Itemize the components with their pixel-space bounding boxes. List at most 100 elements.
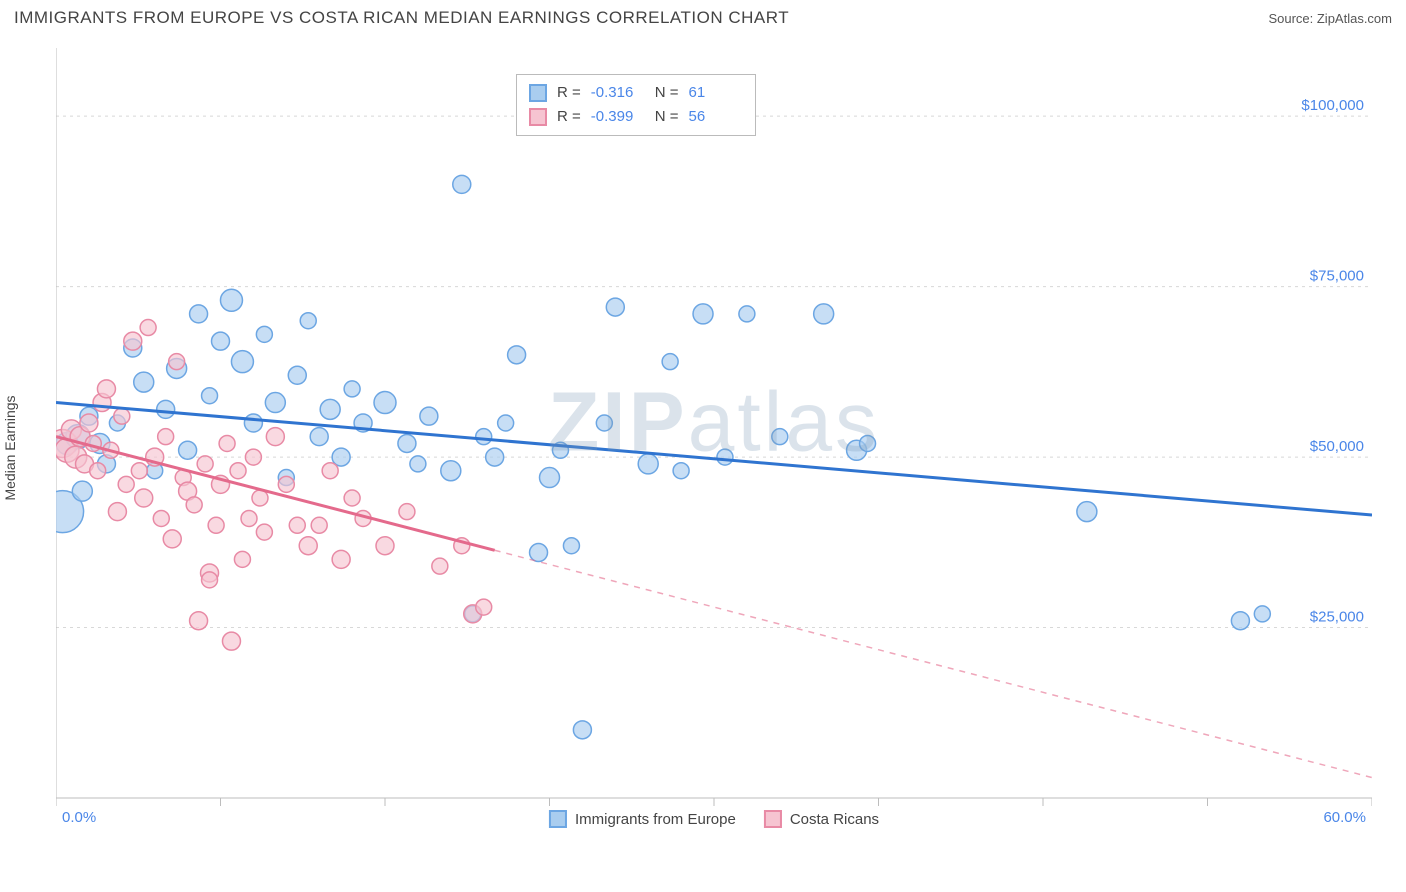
data-point: [638, 454, 658, 474]
data-point: [179, 441, 197, 459]
data-point: [596, 415, 612, 431]
data-point: [432, 558, 448, 574]
y-tick-label: $25,000: [1310, 609, 1364, 626]
data-point: [131, 463, 147, 479]
data-point: [476, 429, 492, 445]
data-point: [140, 320, 156, 336]
data-point: [256, 326, 272, 342]
source-link[interactable]: ZipAtlas.com: [1317, 11, 1392, 26]
data-point: [90, 463, 106, 479]
data-point: [163, 530, 181, 548]
swatch-icon: [549, 810, 567, 828]
data-point: [606, 298, 624, 316]
data-point: [717, 449, 733, 465]
data-point: [265, 393, 285, 413]
plot-area: $25,000$50,000$75,000$100,0000.0%60.0% Z…: [56, 48, 1372, 828]
data-point: [245, 449, 261, 465]
data-point: [202, 388, 218, 404]
data-point: [202, 572, 218, 588]
data-point: [486, 448, 504, 466]
data-point: [508, 346, 526, 364]
data-point: [310, 428, 328, 446]
data-point: [197, 456, 213, 472]
source-prefix: Source:: [1268, 11, 1316, 26]
data-point: [441, 461, 461, 481]
stat-n-label: N =: [655, 81, 679, 105]
data-point: [186, 497, 202, 513]
data-point: [289, 517, 305, 533]
stat-n-value: 61: [689, 81, 743, 105]
data-point: [399, 504, 415, 520]
data-point: [540, 468, 560, 488]
data-point: [220, 289, 242, 311]
data-point: [300, 313, 316, 329]
data-point: [158, 429, 174, 445]
data-point: [190, 612, 208, 630]
data-point: [739, 306, 755, 322]
legend-item-europe: Immigrants from Europe: [549, 810, 736, 828]
data-point: [673, 463, 689, 479]
data-point: [256, 524, 272, 540]
data-point: [299, 537, 317, 555]
data-point: [662, 354, 678, 370]
source-label: Source: ZipAtlas.com: [1268, 11, 1392, 26]
trendline-costa-dashed: [495, 550, 1372, 777]
data-point: [222, 632, 240, 650]
data-point: [231, 351, 253, 373]
bottom-legend: Immigrants from Europe Costa Ricans: [549, 810, 879, 828]
data-point: [344, 381, 360, 397]
data-point: [108, 503, 126, 521]
stat-r-value: -0.399: [591, 105, 645, 129]
chart-title: IMMIGRANTS FROM EUROPE VS COSTA RICAN ME…: [14, 8, 789, 28]
data-point: [563, 538, 579, 554]
x-tick-label-left: 0.0%: [62, 809, 96, 826]
stat-r-label: R =: [557, 81, 581, 105]
data-point: [241, 510, 257, 526]
y-tick-label: $75,000: [1310, 268, 1364, 285]
data-point: [693, 304, 713, 324]
data-point: [374, 392, 396, 414]
data-point: [410, 456, 426, 472]
data-point: [320, 399, 340, 419]
stats-row-europe: R = -0.316 N = 61: [529, 81, 743, 105]
data-point: [212, 332, 230, 350]
data-point: [72, 481, 92, 501]
data-point: [573, 721, 591, 739]
trendline-costa: [56, 437, 495, 551]
data-point: [453, 175, 471, 193]
data-point: [118, 476, 134, 492]
stat-r-label: R =: [557, 105, 581, 129]
data-point: [278, 476, 294, 492]
data-point: [420, 407, 438, 425]
data-point: [135, 489, 153, 507]
legend-label: Costa Ricans: [790, 811, 879, 828]
data-point: [114, 408, 130, 424]
stat-r-value: -0.316: [591, 81, 645, 105]
swatch-icon: [529, 84, 547, 102]
y-axis-label: Median Earnings: [2, 395, 18, 500]
x-tick-label-right: 60.0%: [1323, 809, 1366, 826]
data-point: [124, 332, 142, 350]
data-point: [1077, 502, 1097, 522]
series-costa: [56, 320, 492, 651]
swatch-icon: [764, 810, 782, 828]
data-point: [266, 428, 284, 446]
data-point: [1254, 606, 1270, 622]
data-point: [80, 414, 98, 432]
data-point: [190, 305, 208, 323]
data-point: [311, 517, 327, 533]
data-point: [332, 550, 350, 568]
chart-container: Median Earnings $25,000$50,000$75,000$10…: [34, 44, 1394, 852]
data-point: [234, 551, 250, 567]
chart-svg: $25,000$50,000$75,000$100,0000.0%60.0%: [56, 48, 1372, 828]
data-point: [208, 517, 224, 533]
data-point: [322, 463, 338, 479]
stat-n-value: 56: [689, 105, 743, 129]
data-point: [244, 414, 262, 432]
data-point: [97, 380, 115, 398]
legend-label: Immigrants from Europe: [575, 811, 736, 828]
data-point: [530, 544, 548, 562]
swatch-icon: [529, 108, 547, 126]
data-point: [288, 366, 306, 384]
data-point: [134, 372, 154, 392]
